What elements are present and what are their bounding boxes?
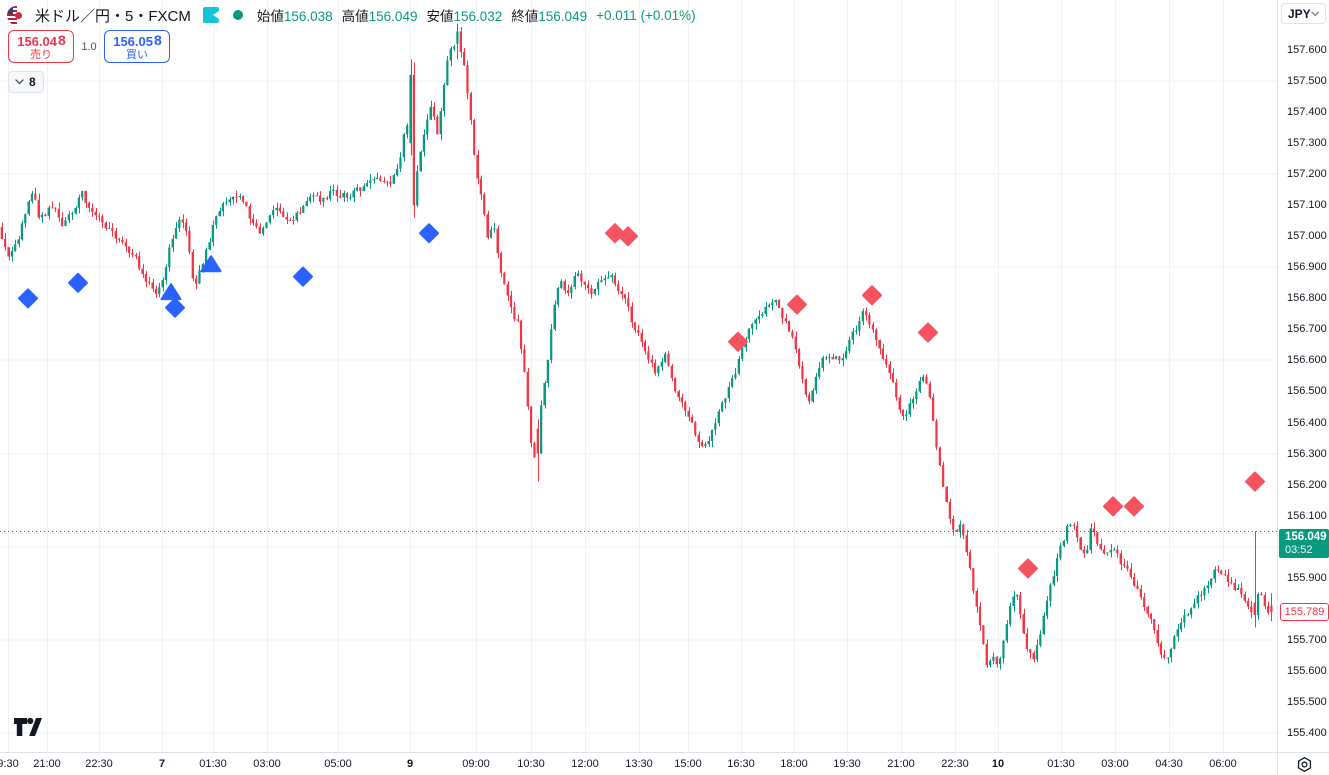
low-value: 156.032 — [453, 9, 503, 24]
time-tick-label: 03:00 — [1101, 758, 1129, 770]
price-tick-label: 157.100 — [1287, 199, 1327, 212]
close-value: 156.049 — [538, 9, 588, 24]
time-tick-label: 15:00 — [674, 758, 702, 770]
price-tick-label: 157.500 — [1287, 75, 1327, 88]
chart-legend: 米ドル／円・5・FXCM 始値156.038 高値156.049 安値156.0… — [7, 5, 696, 25]
price-tick-label: 156.600 — [1287, 354, 1327, 367]
time-axis[interactable]: 9:30 21:00 22:30 7 01:30 03:00 05:00 9 09:00 10:3… — [0, 752, 1277, 775]
price-tick-label: 155.900 — [1287, 571, 1327, 584]
close-label: 終値 — [511, 9, 539, 24]
price-tick-label: 157.400 — [1287, 106, 1327, 119]
high-label: 高値 — [341, 9, 369, 24]
buy-button[interactable]: 156.058 買い — [104, 30, 170, 63]
time-tick-label: 13:30 — [625, 758, 653, 770]
price-tick-label: 156.500 — [1287, 385, 1327, 398]
time-tick-label: 9:30 — [0, 758, 19, 770]
sell-button[interactable]: 156.048 売り — [8, 30, 74, 63]
price-axis[interactable]: JPY 157.600 157.500 157.400 157.300 157.200 1… — [1277, 0, 1329, 752]
price-tick-label: 155.500 — [1287, 695, 1327, 708]
price-chart-canvas[interactable] — [0, 0, 1277, 752]
price-tick-label: 156.700 — [1287, 323, 1327, 336]
spread-value: 1.0 — [81, 40, 97, 53]
price-alert-label: 155.789 — [1280, 603, 1329, 622]
open-label: 始値 — [256, 9, 284, 24]
tradingview-logo[interactable] — [13, 716, 43, 743]
time-tick-label: 16:30 — [727, 758, 755, 770]
time-tick-label: 09:00 — [462, 758, 490, 770]
price-tick-label: 155.700 — [1287, 633, 1327, 646]
time-tick-label: 10:30 — [517, 758, 545, 770]
price-tick-label: 156.100 — [1287, 509, 1327, 522]
ohlc-values: 始値156.038 高値156.049 安値156.032 終値156.049 … — [257, 5, 696, 25]
time-tick-label: 10 — [991, 758, 1005, 770]
usdjpy-flag-icon — [7, 5, 26, 25]
change-value: +0.011 (+0.01%) — [596, 7, 696, 23]
time-tick-label: 12:00 — [571, 758, 599, 770]
time-tick-label: 01:30 — [199, 758, 227, 770]
price-tick-label: 157.000 — [1287, 230, 1327, 243]
interval-dropdown[interactable]: 8 — [8, 71, 44, 93]
currency-label: JPY — [1288, 6, 1311, 21]
price-tick-label: 156.200 — [1287, 478, 1327, 491]
high-value: 156.049 — [368, 9, 418, 24]
low-label: 安値 — [426, 9, 454, 24]
time-tick-label: 21:00 — [887, 758, 915, 770]
last-price-badge: 156.049 03:52 — [1279, 528, 1329, 558]
time-tick-label: 21:00 — [33, 758, 61, 770]
axis-settings-corner — [1277, 752, 1329, 775]
price-tick-label: 157.300 — [1287, 137, 1327, 150]
time-tick-label: 22:30 — [85, 758, 113, 770]
trade-buttons: 156.048 売り 1.0 156.058 買い — [8, 30, 170, 63]
currency-selector[interactable]: JPY — [1281, 3, 1326, 24]
price-tick-label: 155.400 — [1287, 726, 1327, 739]
time-tick-label: 04:30 — [1155, 758, 1183, 770]
market-status-icon — [232, 10, 243, 20]
price-tick-label: 157.600 — [1287, 44, 1327, 56]
price-tick-label: 156.300 — [1287, 447, 1327, 460]
time-tick-label: 05:00 — [324, 758, 352, 770]
gear-icon[interactable] — [1296, 756, 1313, 773]
time-tick-label: 03:00 — [253, 758, 281, 770]
time-tick-label: 9 — [406, 758, 414, 770]
open-value: 156.038 — [283, 9, 333, 24]
time-tick-label: 01:30 — [1047, 758, 1075, 770]
price-tick-label: 155.600 — [1287, 664, 1327, 677]
time-tick-label: 7 — [158, 758, 166, 770]
interval-value: 8 — [29, 75, 36, 89]
chevron-down-icon — [15, 79, 24, 85]
time-tick-label: 18:00 — [780, 758, 808, 770]
time-tick-label: 06:00 — [1209, 758, 1237, 770]
price-tick-label: 156.400 — [1287, 416, 1327, 429]
price-tick-label: 156.900 — [1287, 261, 1327, 274]
symbol-title[interactable]: 米ドル／円・5・FXCM — [35, 7, 191, 25]
time-tick-label: 22:30 — [941, 758, 969, 770]
price-tick-label: 157.200 — [1287, 168, 1327, 181]
price-tick-label: 156.800 — [1287, 292, 1327, 305]
fxcm-logo-icon — [202, 7, 219, 23]
chevron-down-icon — [1311, 11, 1319, 16]
time-tick-label: 19:30 — [833, 758, 861, 770]
